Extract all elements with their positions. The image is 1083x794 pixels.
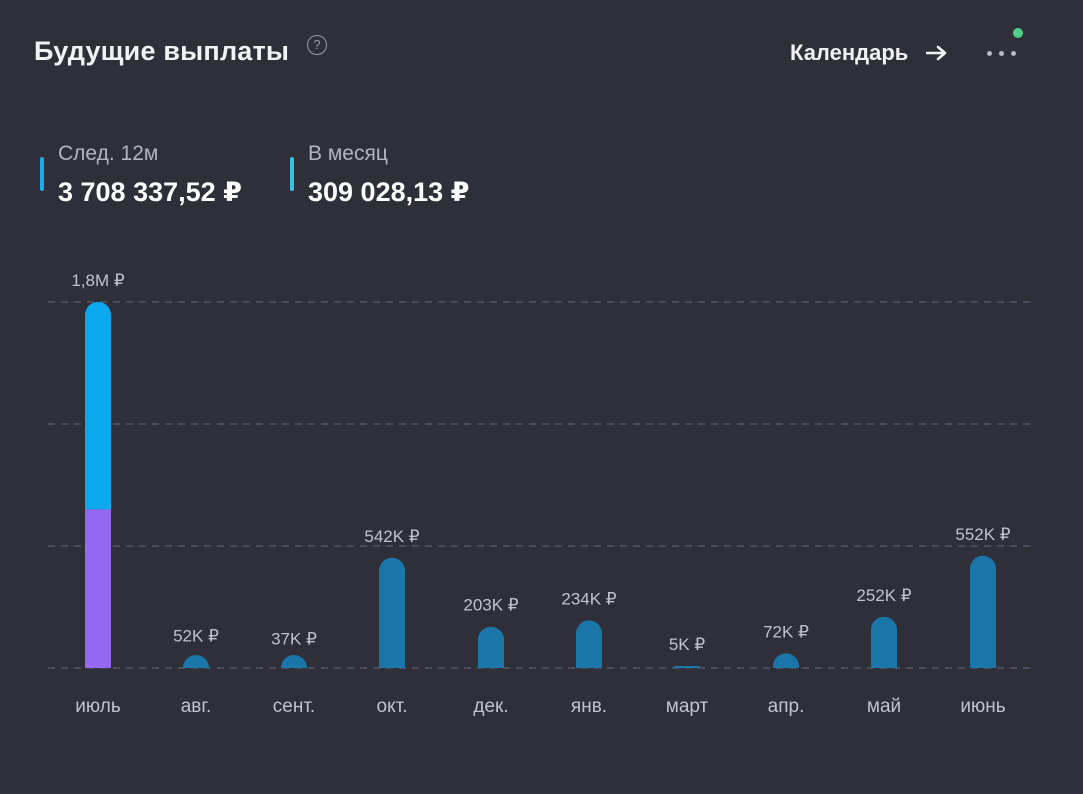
stat-value: 3 708 337,52 ₽ [58, 177, 242, 207]
bar [478, 626, 504, 668]
arrow-right-icon [926, 45, 947, 61]
bar [871, 616, 897, 668]
notification-dot [1013, 28, 1023, 38]
bar [674, 666, 700, 668]
bar-segment-upper [85, 302, 111, 510]
bar-value-label: 5K ₽ [669, 635, 706, 654]
bar-value-label: 234K ₽ [561, 589, 616, 608]
stat-indicator-bar [40, 157, 44, 191]
more-options-button[interactable] [984, 40, 1020, 66]
calendar-link[interactable]: Календарь [790, 40, 948, 66]
bar-value-label: 252K ₽ [856, 586, 911, 605]
bar-segment-lower [85, 509, 111, 668]
stat-value: 309 028,13 ₽ [308, 177, 470, 207]
x-tick-label: дек. [473, 696, 508, 717]
bar [379, 557, 405, 668]
x-tick-label: янв. [571, 696, 607, 717]
more-horizontal-icon [999, 51, 1004, 56]
bar-value-label: 552K ₽ [955, 525, 1010, 544]
stat-indicator-bar [290, 157, 294, 191]
stat-per-month: В месяц 309 028,13 ₽ [290, 140, 469, 208]
bar-value-label: 1,8M ₽ [71, 271, 125, 290]
x-tick-label: июнь [960, 696, 1005, 717]
stat-label: След. 12м [58, 142, 159, 165]
bar-value-label: 203K ₽ [463, 596, 518, 615]
bar-value-label: 37K ₽ [271, 629, 317, 648]
x-tick-label: сент. [273, 696, 315, 717]
bar [970, 555, 996, 668]
x-tick-label: май [867, 696, 901, 717]
bar [773, 653, 799, 668]
page-title: Будущие выплаты [34, 36, 290, 66]
more-horizontal-icon [987, 51, 992, 56]
stat-next-12m: След. 12м 3 708 337,52 ₽ [40, 140, 242, 208]
x-tick-label: окт. [377, 696, 408, 717]
bar-value-label: 542K ₽ [364, 527, 419, 546]
bar [183, 655, 209, 668]
payouts-bar-chart: 1,8M ₽ июль 52K ₽ авг. 37K ₽ сент. 542K ₽ окт. 2… [48, 271, 1035, 717]
x-tick-label: апр. [768, 696, 805, 717]
bar [281, 655, 307, 668]
bar-value-label: 72K ₽ [763, 622, 809, 641]
calendar-link-label: Календарь [790, 40, 909, 65]
x-tick-label: март [666, 696, 709, 717]
stat-label: В месяц [308, 142, 388, 165]
bar [576, 620, 602, 668]
more-horizontal-icon [1011, 51, 1016, 56]
x-tick-label: июль [75, 696, 121, 717]
x-tick-label: авг. [181, 696, 212, 717]
question-circle-icon[interactable]: ? [307, 35, 327, 55]
bar-value-label: 52K ₽ [173, 626, 219, 645]
